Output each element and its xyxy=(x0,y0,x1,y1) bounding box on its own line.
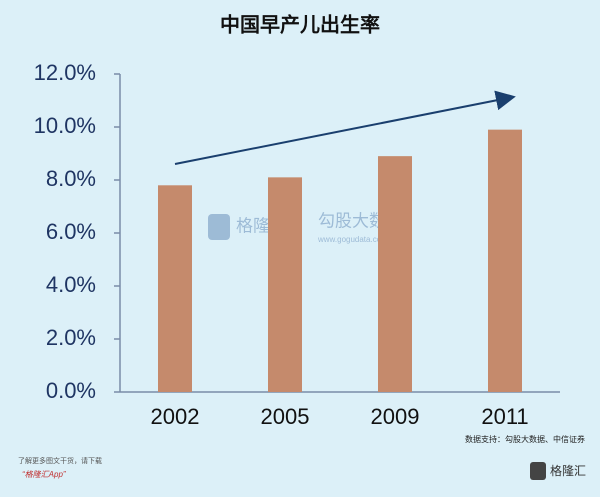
watermark-url: www.gogudata.com xyxy=(317,235,388,244)
x-tick-label: 2002 xyxy=(151,404,200,429)
bar xyxy=(158,185,192,392)
chart-title: 中国早产儿出生率 xyxy=(220,12,380,36)
x-tick-label: 2005 xyxy=(261,404,310,429)
source-note: 数据支持：勾股大数据、中信证券 xyxy=(465,434,585,444)
footer-logo-icon xyxy=(530,462,546,480)
y-tick-label: 2.0% xyxy=(46,325,96,350)
y-tick-label: 0.0% xyxy=(46,378,96,403)
y-tick-label: 4.0% xyxy=(46,272,96,297)
y-tick-label: 12.0% xyxy=(34,60,96,85)
bar xyxy=(488,129,522,392)
watermark-logo xyxy=(208,214,230,240)
y-tick-label: 6.0% xyxy=(46,219,96,244)
footer-line2: “格隆汇App” xyxy=(22,470,66,479)
y-tick-label: 8.0% xyxy=(46,166,96,191)
x-tick-label: 2011 xyxy=(481,404,528,429)
x-tick-label: 2009 xyxy=(371,404,420,429)
footer-line1: 了解更多图文干货，请下载 xyxy=(18,456,102,465)
footer-logo: 格隆汇 xyxy=(550,463,586,478)
bar xyxy=(378,156,412,392)
y-tick-label: 10.0% xyxy=(34,113,96,138)
bar xyxy=(268,177,302,392)
trend-arrow xyxy=(174,90,516,165)
